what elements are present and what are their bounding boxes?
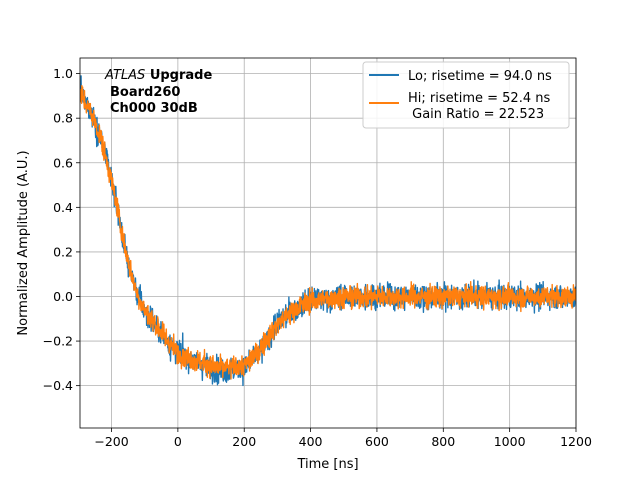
x-axis-label: Time [ns] [296,457,358,472]
x-tick-label: 1200 [560,434,592,449]
legend-label-line: Hi; risetime = 52.4 ns [408,91,550,106]
annotation: ATLAS Upgrade Board260 Ch000 30dB [104,68,212,116]
annotation-tag: Upgrade [150,68,213,83]
legend-frame [362,61,570,129]
legend-label-lo: Lo; risetime = 94.0 ns [408,69,552,84]
y-axis-label: Normalized Amplitude (A.U.) [16,150,31,335]
y-tick-label: 0.2 [53,244,73,259]
annotation-experiment: ATLAS [104,68,145,83]
x-tick-label: 200 [232,434,256,449]
annotation-board: Board260 [110,85,180,100]
y-tick-label: −0.2 [43,334,73,349]
series-layer [80,75,576,387]
x-tick-label: 600 [365,434,389,449]
y-tick-label: −0.4 [43,378,73,393]
legend-label-line: Gain Ratio = 22.523 [408,107,544,122]
annotation-channel: Ch000 30dB [110,101,198,116]
annotation-line-1: ATLAS Upgrade [104,68,212,83]
y-tick-label: 0.6 [53,155,73,170]
plot-frame [79,57,577,429]
x-tick-label: 800 [431,434,455,449]
x-axis: −200 0 200 400 600 800 1000 1200 [94,428,592,449]
y-tick-label: 0.0 [53,289,73,304]
legend-label-hi: Hi; risetime = 52.4 ns Gain Ratio = 22.5… [408,91,550,122]
series-line-hi [80,84,576,380]
y-axis: −0.4 −0.2 0.0 0.2 0.4 0.6 0.8 1.0 [43,66,80,393]
x-tick-label: −200 [94,434,128,449]
x-tick-label: 400 [299,434,323,449]
legend: Lo; risetime = 94.0 ns Hi; risetime = 52… [362,61,570,129]
x-tick-label: 0 [174,434,182,449]
y-tick-label: 0.4 [53,200,73,215]
x-tick-label: 1000 [494,434,526,449]
y-tick-label: 1.0 [53,66,73,81]
y-tick-label: 0.8 [53,111,73,126]
